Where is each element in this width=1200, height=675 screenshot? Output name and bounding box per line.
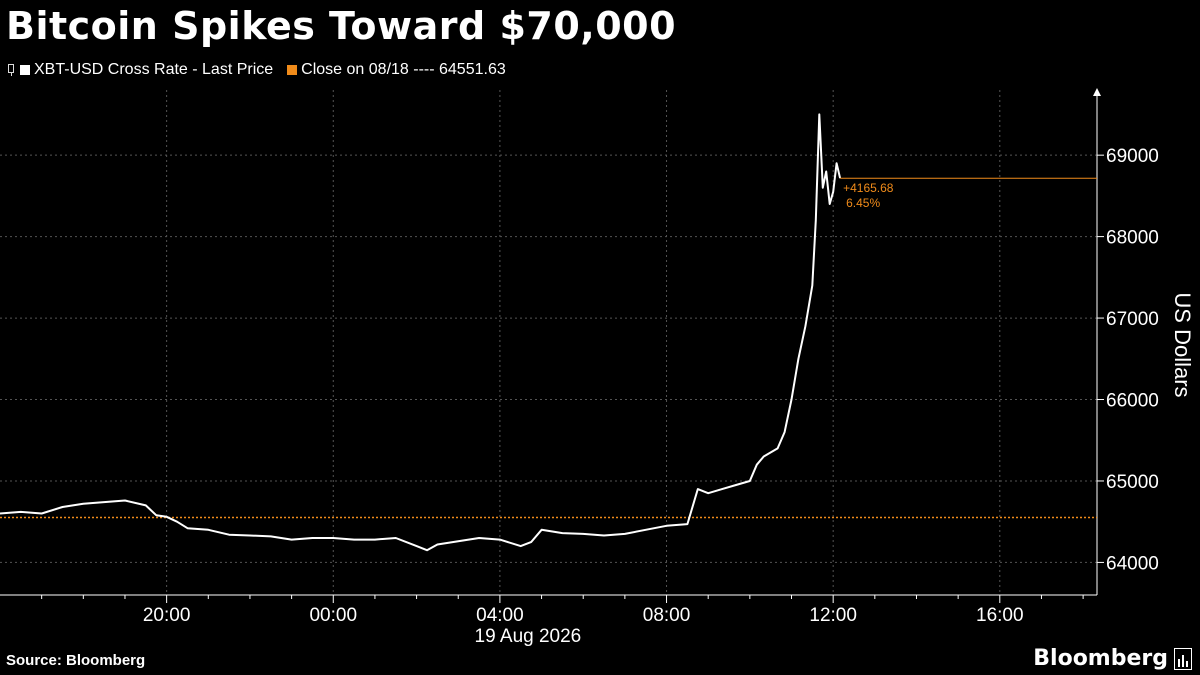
y-tick-label-65000: 65000: [1106, 472, 1159, 493]
bar-chart-icon: [1174, 647, 1192, 670]
series-line: [0, 113, 842, 552]
brand: Bloomberg: [1033, 646, 1192, 671]
grid: [0, 90, 1097, 595]
x-tick-label-4: 12:00: [809, 605, 857, 626]
legend-label-close: Close on 08/18 ---- 64551.63: [301, 61, 506, 78]
y-tick-label-67000: 67000: [1106, 309, 1159, 330]
y-tick-label-64000: 64000: [1106, 553, 1159, 574]
annotation-change: +4165.68: [843, 181, 894, 195]
axes: 64000 65000 66000 67000 68000 69000 20:00 00:00…: [0, 88, 1195, 647]
series-group: [0, 113, 842, 552]
legend-swatch-orange: [287, 65, 298, 75]
brand-name: Bloomberg: [1033, 646, 1168, 671]
legend-swatch-white: [20, 65, 30, 75]
x-axis-date-label: 19 Aug 2026: [475, 626, 582, 647]
legend: XBT-USD Cross Rate - Last Price Close on…: [8, 61, 520, 79]
legend-item-close: Close on 08/18 ---- 64551.63: [287, 61, 506, 79]
legend-item-last-price: XBT-USD Cross Rate - Last Price: [8, 61, 273, 79]
legend-label-last-price: XBT-USD Cross Rate - Last Price: [34, 61, 274, 78]
annotation-percent: 6.45%: [846, 196, 880, 210]
x-tick-label-0: 20:00: [143, 605, 191, 626]
chart-title: Bitcoin Spikes Toward $70,000: [6, 4, 677, 48]
x-tick-label-5: 16:00: [976, 605, 1024, 626]
annotation-group: +4165.686.45%: [840, 177, 1097, 210]
y-tick-label-69000: 69000: [1106, 146, 1159, 167]
x-tick-label-2: 04:00: [476, 605, 524, 626]
y-tick-label-68000: 68000: [1106, 228, 1159, 249]
line-chart-icon: [8, 64, 16, 76]
y-tick-label-66000: 66000: [1106, 391, 1159, 412]
y-axis-title: US Dollars: [1170, 292, 1195, 397]
y-axis-arrow: [1093, 88, 1101, 96]
source-note: Source: Bloomberg: [6, 652, 146, 669]
x-tick-label-1: 00:00: [309, 605, 357, 626]
x-tick-label-3: 08:00: [643, 605, 691, 626]
